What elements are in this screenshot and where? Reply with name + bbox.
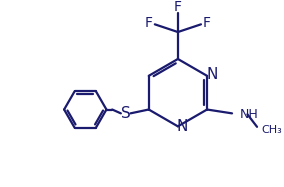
Text: F: F [145, 16, 153, 30]
Text: S: S [121, 106, 131, 121]
Text: NH: NH [240, 108, 258, 121]
Text: N: N [176, 119, 187, 134]
Text: F: F [174, 0, 182, 14]
Text: CH₃: CH₃ [261, 125, 282, 135]
Text: F: F [203, 16, 211, 30]
Text: N: N [206, 67, 218, 82]
